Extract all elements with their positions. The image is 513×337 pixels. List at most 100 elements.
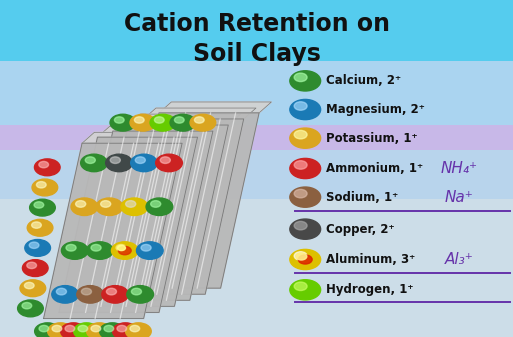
Circle shape (34, 159, 60, 176)
Bar (0, 0, 513, 61)
Bar (0, 199, 513, 337)
Circle shape (294, 189, 307, 198)
Circle shape (294, 73, 307, 82)
Circle shape (294, 130, 307, 139)
Polygon shape (82, 132, 194, 143)
Circle shape (116, 244, 126, 251)
Circle shape (17, 300, 43, 317)
Circle shape (134, 117, 144, 123)
Circle shape (290, 128, 321, 148)
Circle shape (290, 99, 321, 120)
Circle shape (160, 157, 170, 163)
Circle shape (78, 326, 88, 332)
Circle shape (27, 219, 53, 236)
Circle shape (194, 117, 204, 123)
Circle shape (117, 245, 126, 251)
Circle shape (130, 326, 140, 332)
Circle shape (117, 326, 127, 332)
Circle shape (141, 244, 151, 251)
Circle shape (61, 323, 86, 337)
Circle shape (66, 244, 76, 251)
Text: Al₃⁺: Al₃⁺ (445, 252, 473, 267)
Text: Soil Clays: Soil Clays (192, 42, 321, 66)
Circle shape (56, 288, 67, 295)
Circle shape (29, 242, 39, 248)
Polygon shape (128, 114, 241, 125)
Circle shape (135, 157, 145, 163)
Circle shape (48, 323, 73, 337)
Circle shape (52, 326, 62, 332)
Circle shape (39, 161, 49, 168)
Text: Potassium, 1⁺: Potassium, 1⁺ (326, 132, 418, 145)
Circle shape (85, 157, 95, 163)
Circle shape (81, 154, 107, 172)
Circle shape (102, 286, 128, 303)
Circle shape (111, 242, 138, 259)
Circle shape (96, 198, 123, 216)
Circle shape (290, 158, 321, 179)
Text: Cation Retention on: Cation Retention on (124, 12, 389, 36)
Circle shape (174, 117, 184, 123)
Circle shape (290, 71, 321, 91)
Circle shape (32, 179, 57, 196)
Circle shape (52, 286, 78, 303)
Circle shape (294, 221, 307, 230)
Polygon shape (105, 119, 244, 294)
Circle shape (101, 201, 111, 207)
Circle shape (294, 161, 307, 169)
Circle shape (104, 326, 114, 332)
Bar (0, 150, 513, 199)
Circle shape (36, 182, 46, 188)
Circle shape (110, 114, 135, 131)
Circle shape (34, 202, 44, 208)
Circle shape (87, 323, 112, 337)
Text: Magnesium, 2⁺: Magnesium, 2⁺ (326, 103, 425, 116)
Circle shape (112, 323, 138, 337)
Circle shape (290, 219, 321, 239)
Circle shape (30, 199, 55, 216)
Polygon shape (97, 126, 210, 137)
Text: Calcium, 2⁺: Calcium, 2⁺ (326, 74, 401, 87)
Circle shape (150, 114, 175, 131)
Circle shape (294, 102, 307, 110)
Circle shape (39, 326, 49, 332)
Polygon shape (44, 143, 182, 318)
Circle shape (25, 282, 34, 289)
Circle shape (27, 262, 36, 269)
Circle shape (126, 323, 151, 337)
Circle shape (71, 198, 97, 216)
Circle shape (119, 246, 131, 255)
Circle shape (75, 201, 86, 207)
Circle shape (106, 154, 132, 172)
Circle shape (154, 117, 164, 123)
Circle shape (296, 253, 307, 260)
Circle shape (131, 288, 142, 295)
Circle shape (170, 114, 195, 131)
Circle shape (121, 198, 148, 216)
Polygon shape (121, 113, 259, 288)
Circle shape (110, 157, 121, 163)
Circle shape (100, 323, 125, 337)
Bar (0, 125, 513, 150)
Circle shape (77, 286, 104, 303)
Circle shape (106, 288, 116, 295)
Circle shape (131, 154, 157, 172)
Circle shape (23, 259, 48, 276)
Circle shape (20, 280, 46, 297)
Circle shape (82, 288, 91, 295)
Circle shape (126, 201, 136, 207)
Circle shape (146, 198, 173, 216)
Circle shape (299, 255, 312, 264)
Circle shape (156, 154, 183, 172)
Circle shape (151, 201, 161, 207)
Circle shape (22, 303, 32, 309)
Circle shape (74, 323, 100, 337)
Circle shape (114, 117, 124, 123)
Text: Na⁺: Na⁺ (445, 190, 473, 205)
Circle shape (294, 282, 307, 290)
Polygon shape (144, 108, 256, 119)
Circle shape (290, 280, 321, 300)
Polygon shape (74, 131, 213, 306)
Text: Aluminum, 3⁺: Aluminum, 3⁺ (326, 253, 415, 266)
Circle shape (35, 323, 61, 337)
